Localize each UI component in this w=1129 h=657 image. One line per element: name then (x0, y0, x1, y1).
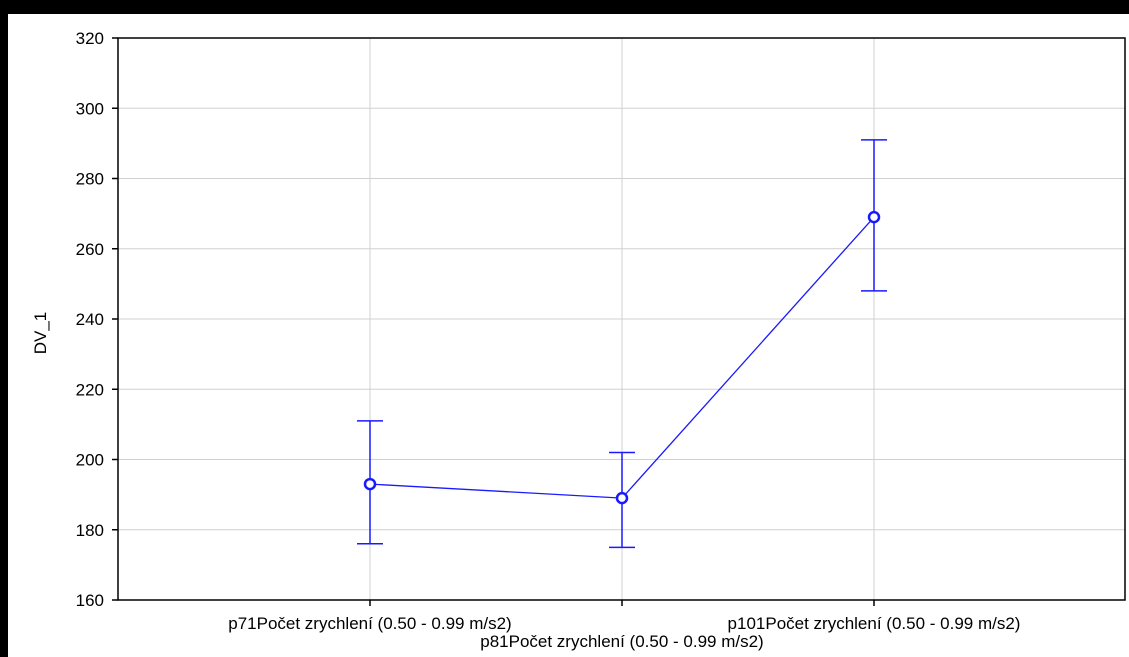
y-tick-label: 260 (76, 240, 104, 259)
data-point (615, 491, 629, 505)
y-tick-label: 180 (76, 521, 104, 540)
data-point (867, 210, 881, 224)
chart-canvas: 160 180 200 220 240 260 280 300 320 p71Počet zry… (8, 14, 1129, 657)
y-tick-label: 320 (76, 29, 104, 48)
series (357, 139, 887, 549)
y-tick-label: 240 (76, 310, 104, 329)
y-tick-label: 220 (76, 380, 104, 399)
y-tick-label: 160 (76, 591, 104, 610)
x-tick-label: p101Počet zrychlení (0.50 - 0.99 m/s2) (728, 614, 1021, 633)
x-tick-label: p81Počet zrychlení (0.50 - 0.99 m/s2) (480, 632, 763, 651)
y-axis-label: DV_1 (31, 312, 50, 355)
y-tick-label: 300 (76, 99, 104, 118)
y-tick-label: 200 (76, 451, 104, 470)
y-axis: 160 180 200 220 240 260 280 300 320 (76, 29, 118, 610)
x-tick-label: p71Počet zrychlení (0.50 - 0.99 m/s2) (228, 614, 511, 633)
line-chart: 160 180 200 220 240 260 280 300 320 p71Počet zry… (31, 29, 1126, 651)
y-tick-label: 280 (76, 170, 104, 189)
data-point (363, 477, 377, 491)
x-axis: p71Počet zrychlení (0.50 - 0.99 m/s2)p81… (228, 600, 1020, 651)
